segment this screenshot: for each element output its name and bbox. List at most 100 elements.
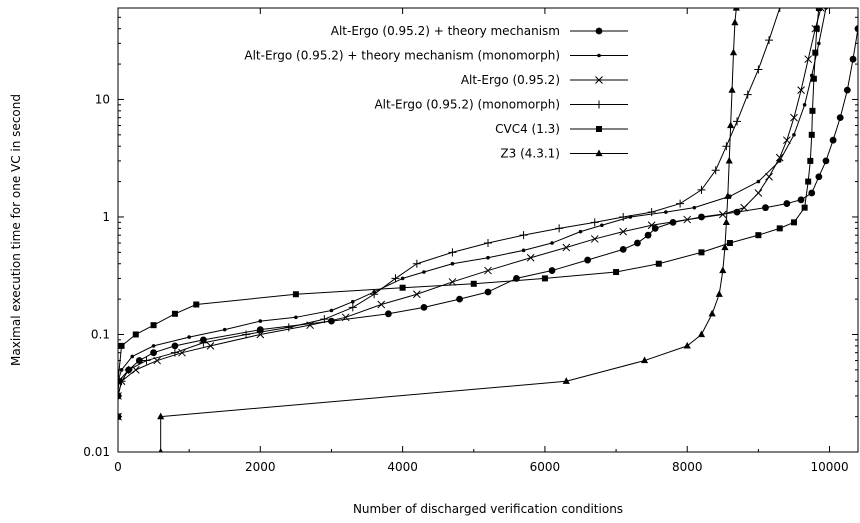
point-marker [824,8,828,10]
point-marker [619,245,627,253]
point-marker [118,392,122,400]
point-marker [412,290,421,299]
point-marker [809,107,816,114]
plot-frame [117,7,859,453]
y-tick-label: 10 [95,92,110,106]
point-marker [456,295,463,303]
legend-entry: Alt-Ergo (0.95.2) (monomorph) [374,98,628,112]
series-layer [118,8,858,452]
x-tick-label: 4000 [387,460,418,474]
point-marker [854,25,858,33]
point-marker [797,86,805,94]
point-marker [801,204,808,211]
x-tick-label: 6000 [530,460,561,474]
point-marker [578,229,583,234]
point-marker [808,189,816,197]
point-marker [792,133,796,137]
y-tick-label: 1 [102,210,110,224]
point-marker [815,173,823,181]
legend-label: Alt-Ergo (0.95.2) [461,73,560,87]
point-marker [808,131,815,138]
point-marker [719,266,727,274]
point-marker [804,55,813,64]
legend-label: Z3 (4.3.1) [500,147,560,161]
point-marker [171,310,178,317]
point-marker [683,215,692,224]
x-tick-label: 2000 [245,460,276,474]
point-marker [817,41,821,46]
point-marker [829,136,837,144]
point-marker [157,412,165,420]
point-marker [676,199,685,208]
x-axis: 0 2000 4000 6000 8000 10000 [114,8,849,474]
point-marker [178,348,186,357]
point-marker [724,192,732,199]
legend-entry: CVC4 (1.3) [495,122,628,136]
x-tick-label: 10000 [810,460,848,474]
point-marker [562,377,570,384]
point-marker [596,126,602,132]
point-marker [171,342,179,350]
point-marker [448,248,457,257]
point-marker [341,313,350,322]
series-3 [118,8,825,421]
legend-label: CVC4 (1.3) [495,122,560,136]
y-tick-label: 0.1 [91,327,110,341]
point-marker [815,8,822,11]
point-marker [595,76,603,84]
point-marker [242,330,251,339]
point-marker [384,310,392,318]
point-marker [776,225,783,232]
point-marker [619,212,628,221]
point-marker [698,213,705,221]
point-marker [377,300,386,309]
point-marker [348,303,357,312]
series-1 [118,25,858,421]
point-marker [118,342,125,349]
point-marker [320,315,329,324]
point-marker [151,344,156,348]
x-axis-title: Number of discharged verification condit… [353,502,623,516]
point-marker [725,156,733,164]
point-marker [351,299,355,304]
point-marker [562,243,571,252]
point-marker [849,55,857,63]
point-marker [732,8,740,11]
point-marker [647,208,656,217]
point-marker [595,27,603,35]
point-marker [158,448,163,452]
point-marker [762,204,769,212]
point-marker [797,196,805,204]
point-marker [810,75,817,82]
legend-entry: Z3 (4.3.1) [500,147,628,161]
point-marker [715,290,723,297]
legend-entry: Alt-Ergo (0.95.2) [461,73,628,87]
point-marker [294,315,298,320]
point-marker [805,178,812,185]
point-marker [836,114,844,122]
point-marker [812,49,819,56]
point-marker [664,210,668,214]
point-marker [420,304,428,311]
point-marker [790,219,797,226]
point-marker [595,100,603,109]
point-marker [813,25,820,32]
series-6 [157,8,740,452]
point-marker [775,8,784,12]
point-marker [132,331,139,338]
point-marker [412,259,421,268]
point-marker [595,149,603,157]
point-marker [422,270,426,274]
point-marker [590,218,599,227]
point-marker [142,356,151,365]
point-marker [555,224,564,233]
point-marker [765,36,774,45]
point-marker [399,284,406,291]
point-marker [726,240,733,247]
series-4 [118,8,784,421]
legend-entry: Alt-Ergo (0.95.2) + theory mechanism [331,24,628,38]
point-marker [721,243,729,251]
point-marker [450,261,455,266]
point-marker [683,341,691,349]
